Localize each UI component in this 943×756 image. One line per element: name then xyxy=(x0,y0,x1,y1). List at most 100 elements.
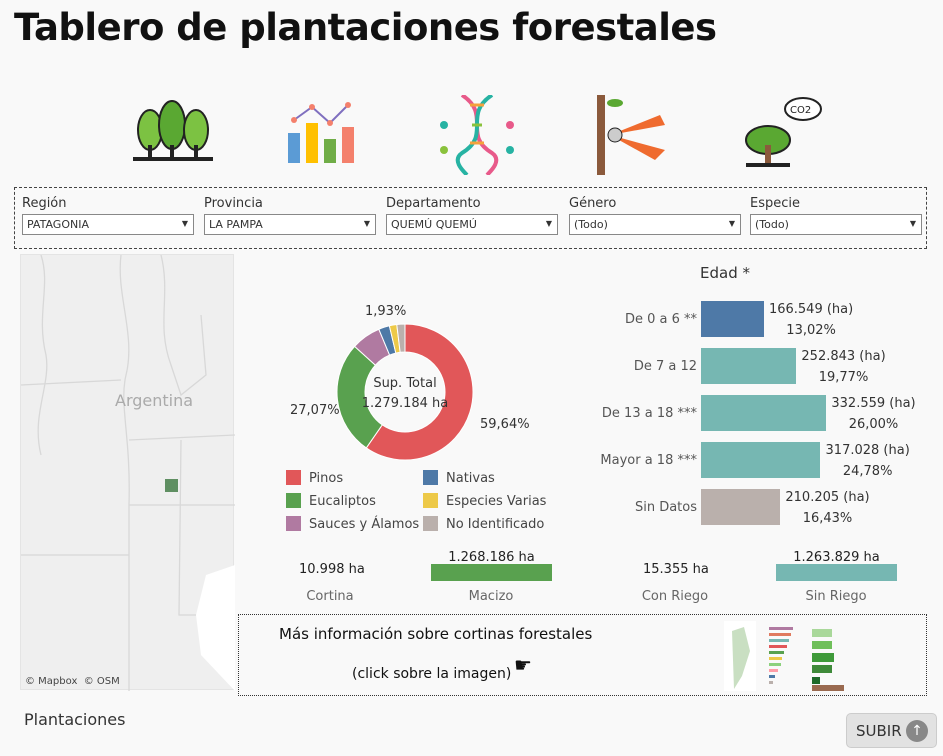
section-title-plantaciones: Plantaciones xyxy=(24,710,126,729)
bar-chart-icon[interactable] xyxy=(282,95,372,175)
edad-bar[interactable] xyxy=(701,442,821,478)
sin-riego-bar[interactable] xyxy=(776,564,897,581)
map[interactable]: Argentina © Mapbox © OSM xyxy=(20,254,235,691)
edad-bar-ha: 317.028 (ha) xyxy=(825,443,910,458)
legend-label: Nativas xyxy=(446,471,495,486)
center-title: Sup. Total xyxy=(373,376,437,391)
legend-label: Sauces y Álamos xyxy=(309,517,420,532)
legend-item[interactable]: Eucaliptos xyxy=(286,493,376,509)
legend-label: Pinos xyxy=(309,471,344,486)
donut-label-eucaliptos: 27,07% xyxy=(290,403,340,418)
map-country-label: Argentina xyxy=(115,391,194,410)
map-boundaries xyxy=(21,255,235,691)
filter-region: Región PATAGONIA xyxy=(22,196,194,235)
edad-bar-ha: 332.559 (ha) xyxy=(831,396,916,411)
legend-item[interactable]: No Identificado xyxy=(423,516,544,532)
edad-bar-pct: 26,00% xyxy=(848,417,899,432)
edad-bar-pct: 19,77% xyxy=(818,370,869,385)
macizo-bar[interactable] xyxy=(431,564,552,581)
info-title: Más información sobre cortinas forestale… xyxy=(279,625,593,643)
legend-label: Eucaliptos xyxy=(309,494,376,509)
osm-link[interactable]: © OSM xyxy=(83,676,120,687)
genero-select[interactable]: (Todo) xyxy=(569,214,741,235)
filter-label: Género xyxy=(569,196,617,211)
provincia-select[interactable]: LA PAMPA xyxy=(204,214,376,235)
edad-bar-label: De 13 a 18 *** xyxy=(601,406,697,421)
filter-label: Provincia xyxy=(204,196,263,211)
legend-swatch xyxy=(423,493,438,508)
legend-swatch xyxy=(286,493,301,508)
legend-swatch xyxy=(423,516,438,531)
info-hint: (click sobre la imagen) xyxy=(352,666,512,682)
legend-swatch xyxy=(286,516,301,531)
macizo-label: Macizo xyxy=(468,589,514,604)
edad-bar-label: De 0 a 6 ** xyxy=(624,312,697,327)
departamento-select[interactable]: QUEMÚ QUEMÚ xyxy=(386,214,558,235)
dna-icon[interactable] xyxy=(432,93,522,177)
mapbox-link[interactable]: © Mapbox xyxy=(25,676,78,687)
mapbox-attribution[interactable]: © Mapbox © OSM xyxy=(25,676,120,687)
donut-slice-pinos[interactable] xyxy=(365,323,474,461)
filter-departamento: Departamento QUEMÚ QUEMÚ xyxy=(386,196,558,235)
edad-bar[interactable] xyxy=(701,395,826,431)
edad-bar-label: Mayor a 18 *** xyxy=(600,453,697,468)
donut-chart[interactable] xyxy=(330,317,480,467)
con-riego-value: 15.355 ha xyxy=(643,562,709,577)
cortina-label: Cortina xyxy=(306,589,354,604)
filter-especie: Especie (Todo) xyxy=(750,196,922,235)
region-select[interactable]: PATAGONIA xyxy=(22,214,194,235)
co2-tree-icon[interactable]: CO2 xyxy=(738,95,828,175)
edad-bar[interactable] xyxy=(701,348,797,384)
forest-icon[interactable] xyxy=(128,95,218,175)
con-riego-label: Con Riego xyxy=(641,589,709,604)
edad-bar-ha: 210.205 (ha) xyxy=(785,490,870,505)
edad-bar-value: 166.549 (ha) 13,02% xyxy=(764,299,859,341)
edad-bar-value: 210.205 (ha) 16,43% xyxy=(780,487,875,529)
svg-text:CO2: CO2 xyxy=(790,105,811,116)
legend-item[interactable]: Sauces y Álamos xyxy=(286,516,419,532)
macizo-value: 1.268.186 ha xyxy=(448,550,535,565)
legend-swatch xyxy=(286,470,301,485)
edad-bar-label: De 7 a 12 xyxy=(633,359,697,374)
pointing-hand-icon: ☛ xyxy=(514,653,532,677)
cortinas-thumbnail-image[interactable] xyxy=(724,621,864,691)
legend-item[interactable]: Nativas xyxy=(423,470,495,486)
edad-bar-pct: 13,02% xyxy=(786,323,836,338)
legend-label: Especies Varias xyxy=(446,494,547,509)
donut-center-label: Sup. Total 1.279.184 ha xyxy=(355,374,455,414)
cortinas-info-panel[interactable]: Más información sobre cortinas forestale… xyxy=(238,614,927,696)
filter-provincia: Provincia LA PAMPA xyxy=(204,196,376,235)
legend-item[interactable]: Especies Varias xyxy=(423,493,546,509)
donut-label-small: 1,93% xyxy=(365,304,407,319)
sin-riego-value: 1.263.829 ha xyxy=(793,550,880,565)
edad-title: Edad * xyxy=(700,264,750,282)
edad-bar-value: 252.843 (ha) 19,77% xyxy=(796,346,891,388)
filter-label: Departamento xyxy=(386,196,481,211)
edad-bar-pct: 16,43% xyxy=(802,511,853,526)
arrow-up-icon: ↑ xyxy=(906,720,928,742)
cortina-value: 10.998 ha xyxy=(299,562,365,577)
edad-bar[interactable] xyxy=(701,489,780,525)
edad-bar[interactable] xyxy=(701,301,764,337)
donut-slice-no-identificado[interactable] xyxy=(396,323,406,353)
filter-genero: Género (Todo) xyxy=(569,196,741,235)
pruning-shears-icon[interactable] xyxy=(585,95,675,175)
edad-bar-value: 332.559 (ha) 26,00% xyxy=(826,393,921,435)
page-title: Tablero de plantaciones forestales xyxy=(14,6,717,49)
sin-riego-label: Sin Riego xyxy=(805,589,867,604)
filter-label: Especie xyxy=(750,196,800,211)
legend-label: No Identificado xyxy=(446,517,545,532)
center-value: 1.279.184 ha xyxy=(361,396,449,411)
subir-button[interactable]: SUBIR ↑ xyxy=(846,713,937,748)
edad-bar-value: 317.028 (ha) 24,78% xyxy=(820,440,915,482)
legend-swatch xyxy=(423,470,438,485)
donut-label-pinos: 59,64% xyxy=(480,417,530,432)
filter-bar: Región PATAGONIA Provincia LA PAMPA Depart… xyxy=(14,187,927,249)
legend-item[interactable]: Pinos xyxy=(286,470,343,486)
edad-bar-pct: 24,78% xyxy=(842,464,893,479)
filter-label: Región xyxy=(22,196,67,211)
edad-bar-label: Sin Datos xyxy=(634,500,697,515)
especie-select[interactable]: (Todo) xyxy=(750,214,922,235)
edad-bar-ha: 166.549 (ha) xyxy=(768,302,854,317)
subir-label: SUBIR xyxy=(856,722,902,740)
